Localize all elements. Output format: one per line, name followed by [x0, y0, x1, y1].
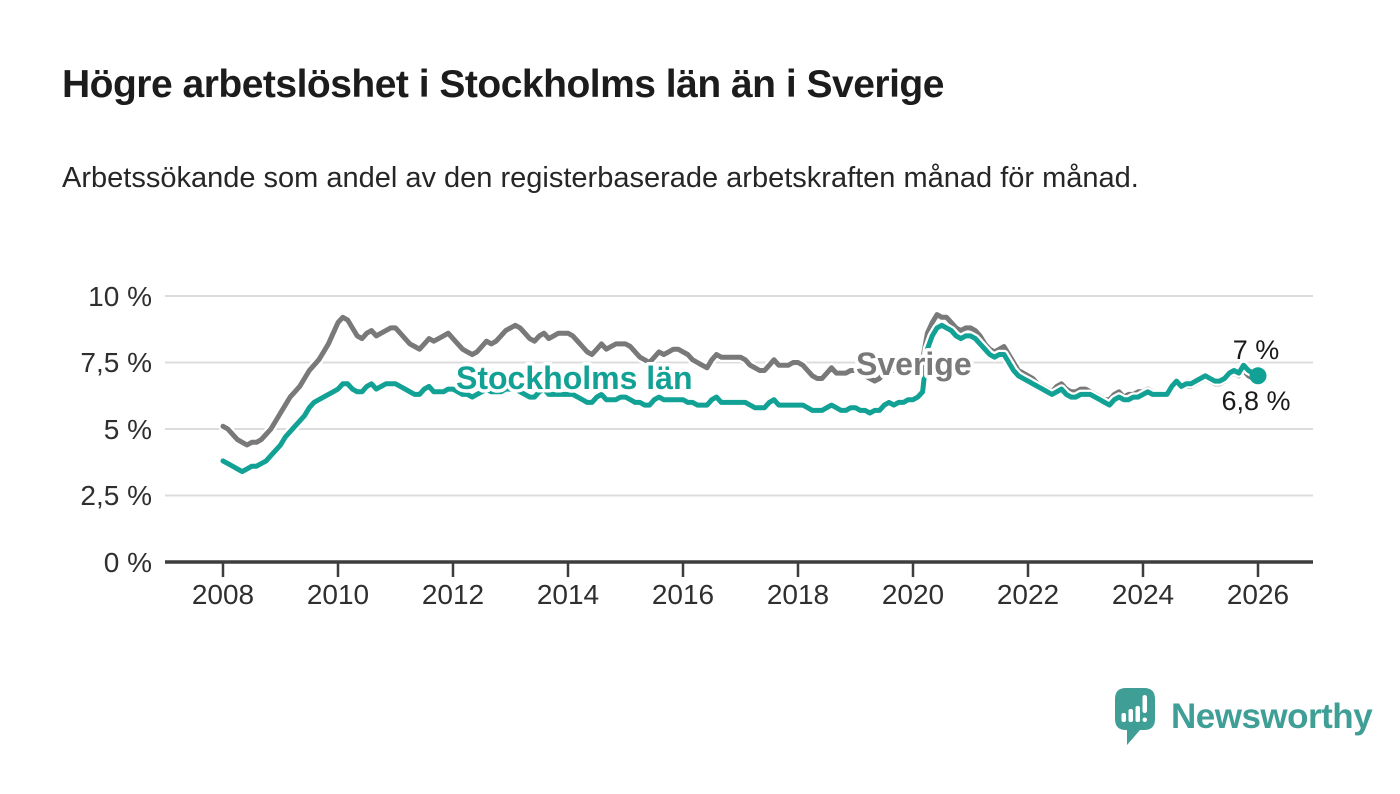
stockholm-end-value-label: 7 %	[1233, 335, 1280, 365]
x-tick-label: 2022	[997, 579, 1059, 610]
newsworthy-wordmark: Newsworthy	[1171, 697, 1373, 736]
y-tick-label: 7,5 %	[80, 347, 152, 378]
x-tick-label: 2026	[1227, 579, 1289, 610]
x-tick-label: 2014	[537, 579, 599, 610]
x-tick-label: 2010	[307, 579, 369, 610]
y-tick-label: 10 %	[88, 281, 152, 312]
chart-subtitle: Arbetssökande som andel av den registerb…	[62, 162, 1139, 194]
x-axis-labels: 2008 2010 2012 2014 2016 2018 2020 2022 …	[192, 579, 1289, 610]
x-tick-label: 2024	[1112, 579, 1174, 610]
y-tick-label: 5 %	[104, 414, 152, 445]
gridlines	[165, 295, 1313, 497]
bar-chart-speech-bubble-icon	[1115, 688, 1155, 745]
stockholm-end-dot	[1249, 367, 1267, 385]
stockholm-series-label: Stockholms län	[456, 360, 693, 396]
sverige-line	[220, 312, 1261, 448]
x-axis-ticks	[221, 563, 1260, 577]
sverige-series-label: Sverige	[856, 346, 972, 382]
stockholm-line	[220, 322, 1261, 475]
x-tick-label: 2020	[882, 579, 944, 610]
x-tick-label: 2012	[422, 579, 484, 610]
newsworthy-logo: Newsworthy	[1112, 686, 1373, 748]
sverige-end-value-label: 6,8 %	[1221, 386, 1290, 416]
y-tick-label: 0 %	[104, 547, 152, 578]
x-tick-label: 2018	[767, 579, 829, 610]
y-axis-labels: 10 % 7,5 % 5 % 2,5 % 0 %	[80, 281, 152, 578]
chart-title: Högre arbetslöshet i Stockholms län än i…	[62, 63, 944, 106]
y-tick-label: 2,5 %	[80, 480, 152, 511]
x-tick-label: 2016	[652, 579, 714, 610]
x-tick-label: 2008	[192, 579, 254, 610]
